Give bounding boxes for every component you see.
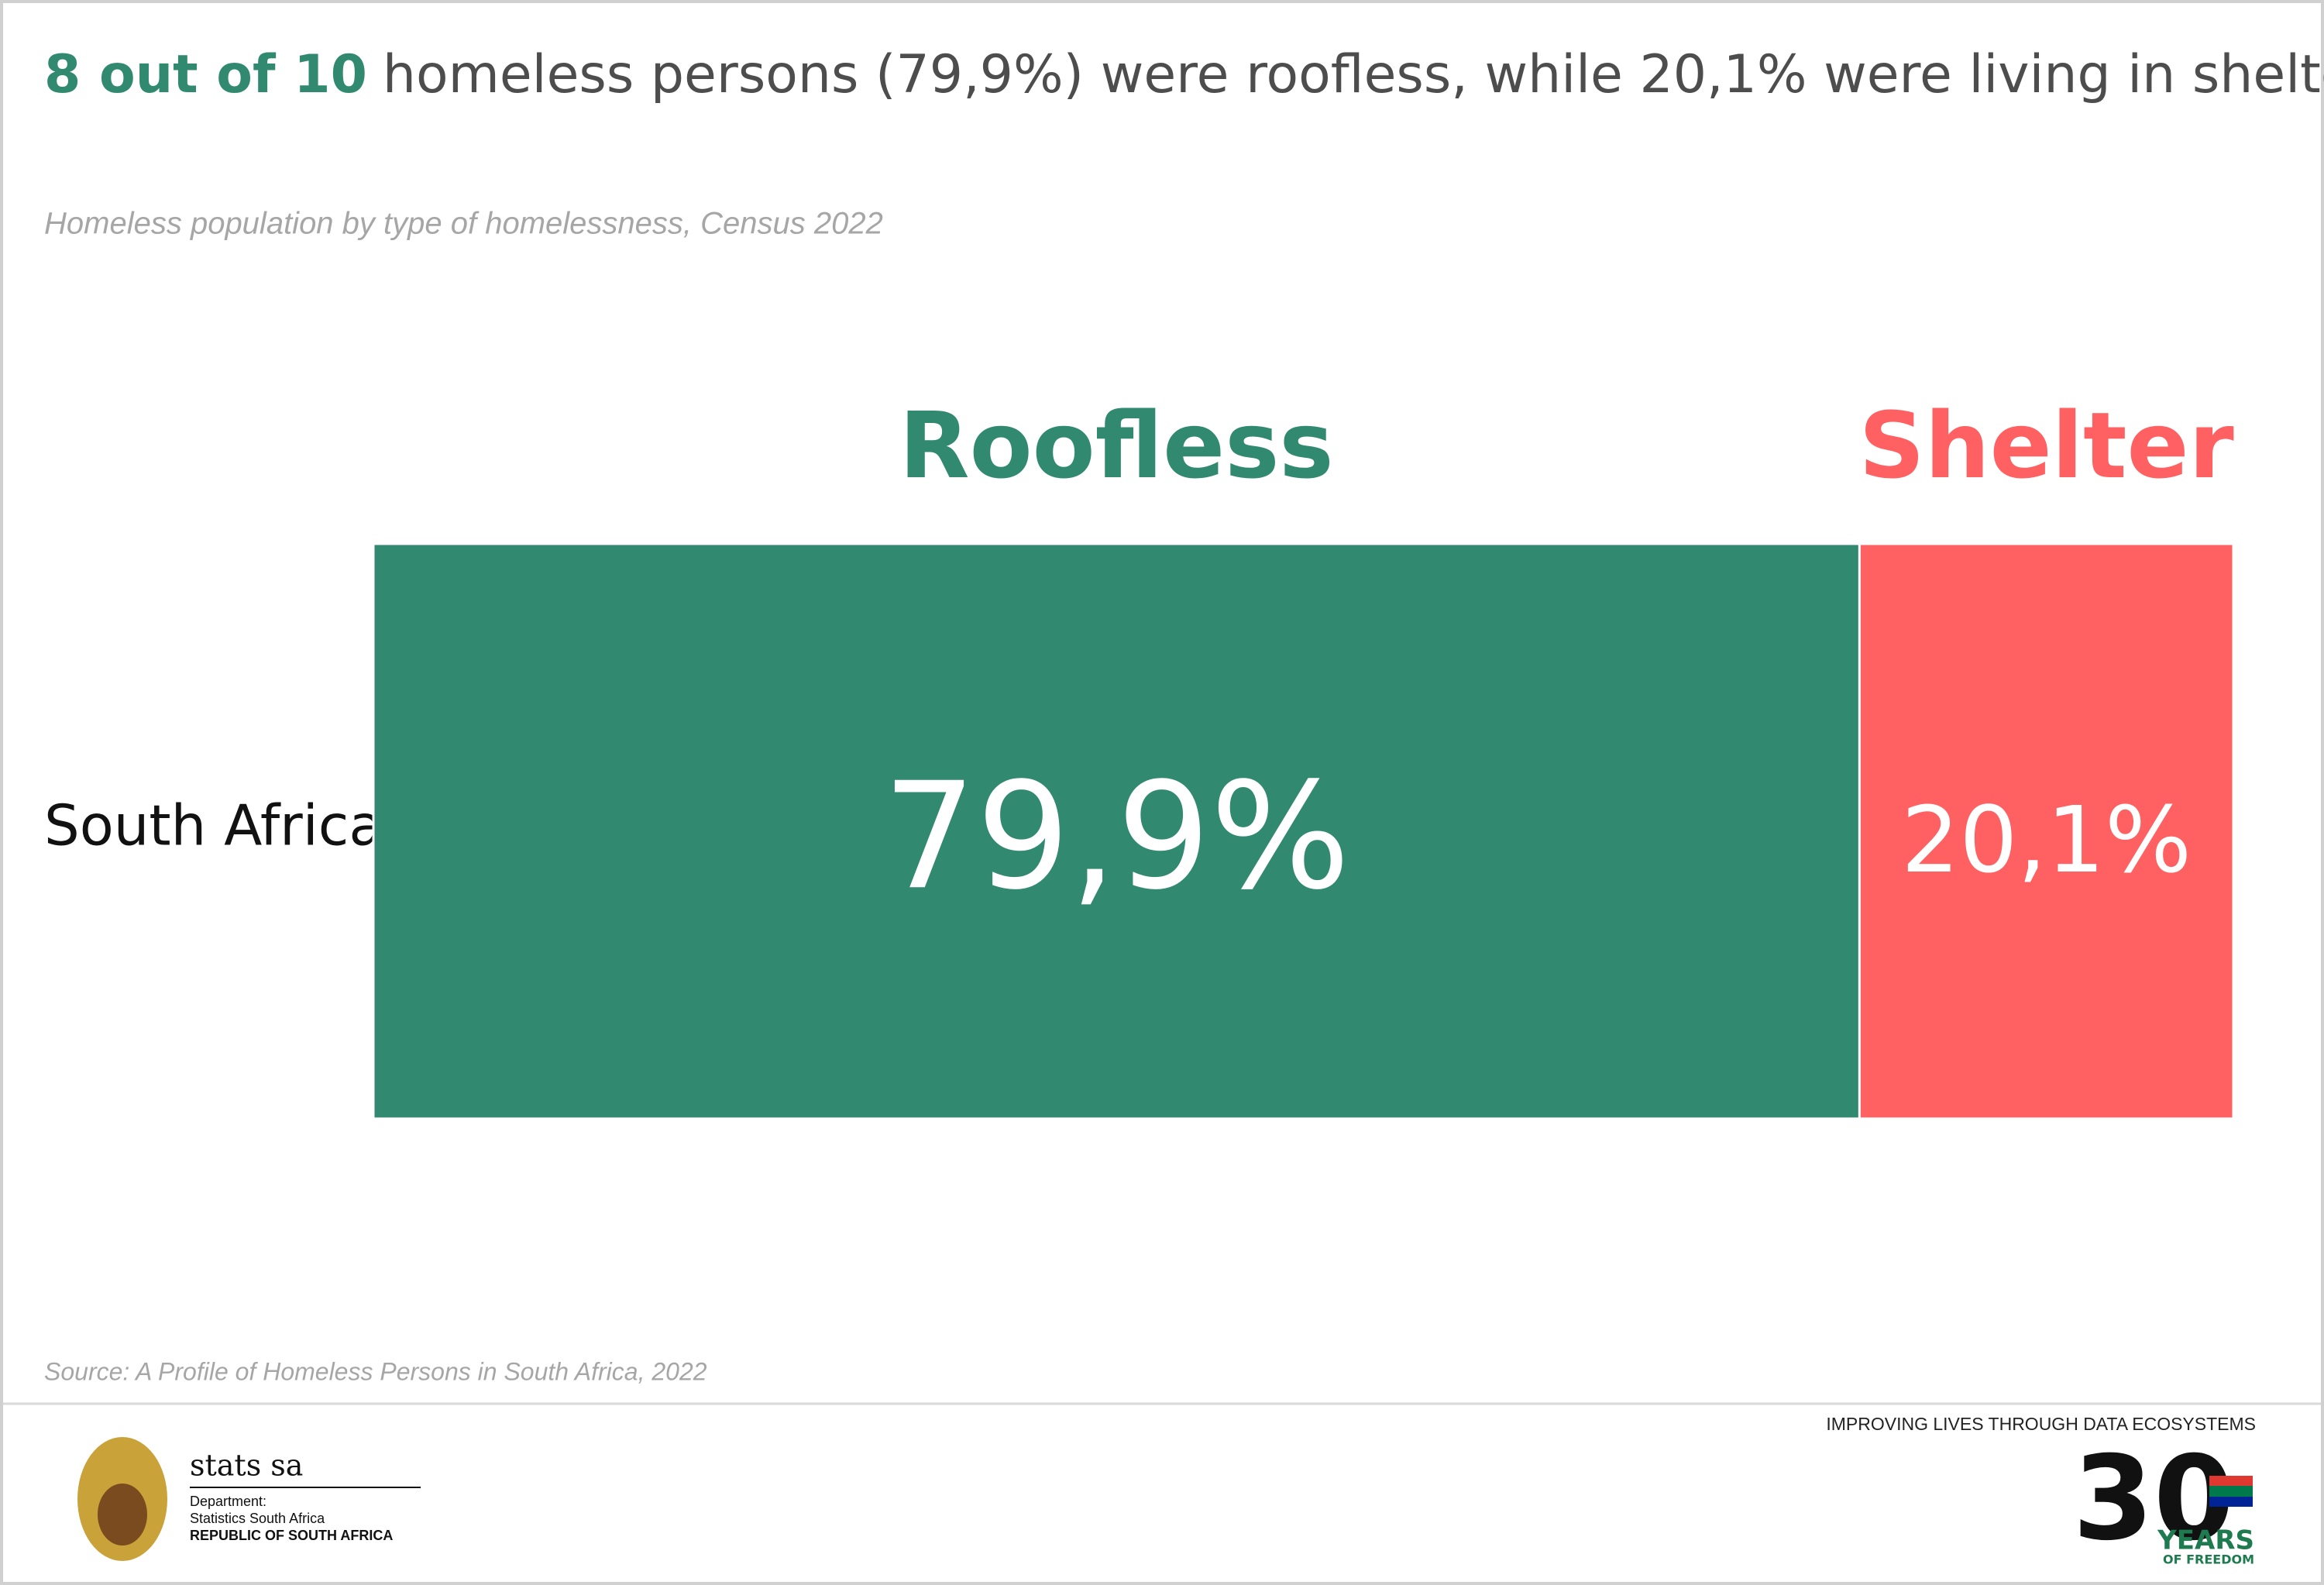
anniversary-number: 30 xyxy=(2073,1432,2235,1566)
title-text: homeless persons (79,9%) were roofless, … xyxy=(383,44,2324,105)
stats-sa-logo: stats sa Department: Statistics South Af… xyxy=(77,1437,421,1561)
department: Department: xyxy=(190,1494,266,1509)
freedom: OF FREEDOM xyxy=(2163,1552,2254,1567)
chart-subtitle: Homeless population by type of homelessn… xyxy=(44,207,883,241)
series-label: Shelter xyxy=(1859,392,2234,499)
series-label: Roofless xyxy=(899,392,1334,499)
slogan: IMPROVING LIVES THROUGH DATA ECOSYSTEMS xyxy=(1826,1414,2256,1434)
bar-segment xyxy=(1858,542,2235,1120)
value-label: 20,1% xyxy=(1901,786,2192,893)
flag-blue xyxy=(2209,1497,2253,1507)
years: YEARS xyxy=(2157,1525,2254,1556)
org-name: stats sa xyxy=(190,1449,303,1483)
title-highlight: 8 out of 10 xyxy=(44,44,367,105)
source: Source: A Profile of Homeless Persons in… xyxy=(44,1357,707,1385)
country: REPUBLIC OF SOUTH AFRICA xyxy=(190,1528,393,1543)
value-label: 79,9% xyxy=(882,751,1350,922)
chart-title: 8 out of 10 homeless persons (79,9%) were… xyxy=(44,44,2324,105)
org-full: Statistics South Africa xyxy=(190,1511,325,1526)
flag-red xyxy=(2209,1476,2253,1486)
bar-segment xyxy=(372,542,1861,1120)
category-label: South Africa xyxy=(44,793,383,858)
coat-of-arms-shield xyxy=(98,1484,147,1545)
anniversary-logo: 30 YEARS OF FREEDOM xyxy=(2073,1432,2254,1567)
